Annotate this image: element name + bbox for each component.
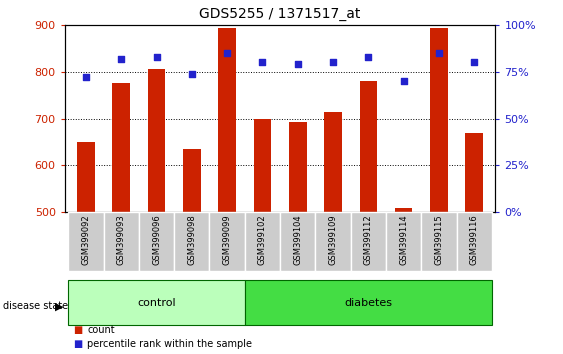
Text: GSM399115: GSM399115 — [435, 214, 444, 265]
Text: GSM399102: GSM399102 — [258, 214, 267, 265]
Bar — [245, 212, 280, 271]
Point — [399, 78, 408, 84]
Point — [258, 59, 267, 65]
Point — [222, 50, 231, 56]
Bar — [421, 212, 457, 271]
Text: GSM399104: GSM399104 — [293, 214, 302, 265]
Point — [82, 74, 91, 80]
Point — [187, 71, 196, 76]
Point — [470, 59, 479, 65]
Bar — [174, 212, 209, 271]
Text: GSM399112: GSM399112 — [364, 214, 373, 265]
Text: GSM399092: GSM399092 — [82, 214, 91, 265]
Title: GDS5255 / 1371517_at: GDS5255 / 1371517_at — [199, 7, 361, 21]
Bar — [360, 81, 377, 212]
Bar — [395, 208, 413, 212]
Text: diabetes: diabetes — [345, 298, 392, 308]
Text: GSM399114: GSM399114 — [399, 214, 408, 265]
Bar — [77, 142, 95, 212]
Text: control: control — [137, 298, 176, 308]
Bar — [315, 212, 351, 271]
Text: GSM399109: GSM399109 — [329, 214, 338, 265]
Bar — [457, 212, 492, 271]
Text: ■: ■ — [73, 339, 82, 349]
Bar — [104, 212, 139, 271]
Bar — [113, 84, 130, 212]
Bar — [386, 212, 421, 271]
Text: percentile rank within the sample: percentile rank within the sample — [87, 339, 252, 349]
Text: GSM399099: GSM399099 — [222, 214, 231, 265]
Point — [117, 56, 126, 61]
Bar — [148, 69, 166, 212]
Bar — [289, 122, 307, 212]
Bar — [218, 28, 236, 212]
Bar — [68, 280, 245, 325]
Text: GSM399093: GSM399093 — [117, 214, 126, 265]
Bar — [245, 280, 492, 325]
Bar — [139, 212, 174, 271]
Bar — [324, 112, 342, 212]
Text: ■: ■ — [73, 325, 82, 335]
Point — [364, 54, 373, 59]
Point — [329, 59, 338, 65]
Text: disease state: disease state — [3, 301, 68, 311]
Bar — [68, 212, 104, 271]
Bar — [351, 212, 386, 271]
Bar — [209, 212, 245, 271]
Bar — [430, 28, 448, 212]
Text: GSM399098: GSM399098 — [187, 214, 196, 265]
Text: count: count — [87, 325, 115, 335]
Bar — [466, 133, 483, 212]
Point — [435, 50, 444, 56]
Text: GSM399116: GSM399116 — [470, 214, 479, 265]
Bar — [280, 212, 315, 271]
Point — [293, 61, 302, 67]
Bar — [253, 119, 271, 212]
Bar — [183, 149, 200, 212]
Point — [152, 54, 161, 59]
Text: ▶: ▶ — [55, 301, 64, 311]
Text: GSM399096: GSM399096 — [152, 214, 161, 265]
